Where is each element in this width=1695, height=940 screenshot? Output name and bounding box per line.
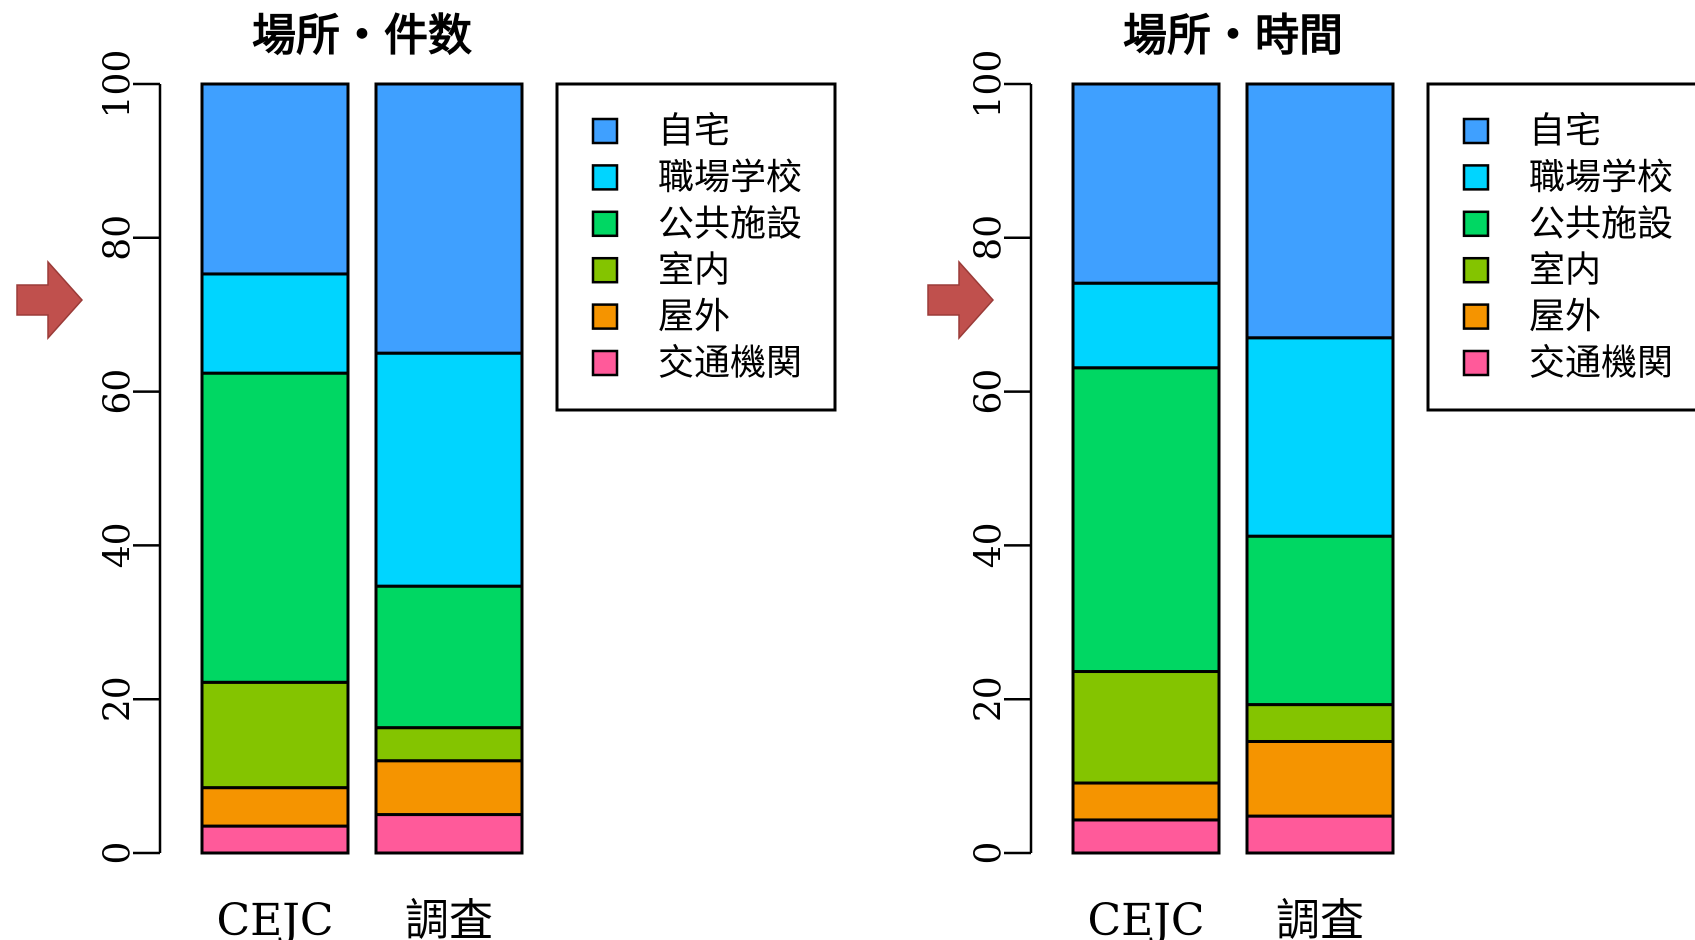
legend-swatch [591,303,619,330]
bar-segment [374,813,524,855]
y-tick-label: 40 [98,522,139,568]
y-tick-label: 60 [98,369,139,415]
legend-swatch [591,210,619,238]
y-tick-label: 60 [969,369,1010,415]
bar-segment [1245,703,1395,743]
legend-label: 屋外 [1529,296,1601,337]
bar-segment [1245,82,1395,340]
legend-swatch [591,256,619,284]
y-tick-label: 20 [969,676,1010,722]
bar-segment [374,726,524,763]
bar-segment [374,351,524,588]
y-tick-label: 0 [969,842,1010,865]
bar-segment [374,82,524,355]
legend-label: 公共施設 [658,203,802,244]
bar-segment [1071,670,1221,785]
bar-segment [200,371,350,684]
legend-swatch [1462,210,1490,238]
y-tick-label: 100 [98,50,139,119]
legend-label: 公共施設 [1529,203,1673,244]
chart-panel-time: 場所・時間 0 20 40 60 80 100 CEJC 調査 自宅職場学校公共施設室内屋外交通機… [969,10,1695,940]
bar-segment [1071,82,1221,285]
legend-label: 屋外 [658,296,730,337]
chart-title: 場所・時間 [1123,10,1343,61]
y-tick-label: 0 [98,842,139,865]
y-tick-label: 100 [969,50,1010,119]
legend-swatch [1462,303,1490,330]
legend-swatch [1462,349,1490,377]
x-category-label: 調査 [1276,895,1364,940]
legend-label: 職場学校 [658,157,802,198]
legend-swatch [1462,117,1490,145]
x-category-label: 調査 [405,895,493,940]
bar-segment [1071,781,1221,822]
y-tick-label: 40 [969,522,1010,568]
legend-label: 自宅 [1529,111,1601,152]
arrow-icon-right [927,260,995,340]
bar-segment [200,786,350,828]
arrow-icon-left [16,260,84,340]
bar-segment [374,584,524,730]
bar-segment [1071,818,1221,855]
legend-swatch [1462,164,1490,191]
legend-label: 交通機関 [1529,343,1673,384]
y-tick-label: 80 [969,215,1010,261]
bar-segment [200,82,350,276]
legend-label: 職場学校 [1529,157,1673,198]
legend-label: 室内 [658,250,730,291]
y-tick-label: 80 [98,215,139,261]
x-category-label: CEJC [1087,895,1204,940]
bar-segment [200,824,350,855]
bar-segment [1071,281,1221,370]
chart-panel-count: 場所・件数 0 20 40 60 80 100 CEJC 調査 自宅職場学校公共施設室内屋外交通機… [98,10,837,940]
bar-segment [1245,534,1395,707]
legend-label: 自宅 [658,111,730,152]
bar-segment [374,759,524,817]
bar-segment [1245,336,1395,538]
y-tick-label: 20 [98,676,139,722]
legend-swatch [591,349,619,377]
legend-label: 交通機関 [658,343,802,384]
legend-swatch [591,117,619,145]
chart-title: 場所・件数 [252,10,472,61]
legend-swatch [1462,256,1490,284]
legend-swatch [591,164,619,191]
x-category-label: CEJC [216,895,333,940]
bar-segment [1245,814,1395,855]
bar-segment [1071,366,1221,674]
legend-label: 室内 [1529,250,1601,291]
bar-segment [200,272,350,375]
bar-segment [200,680,350,790]
bar-segment [1245,739,1395,818]
